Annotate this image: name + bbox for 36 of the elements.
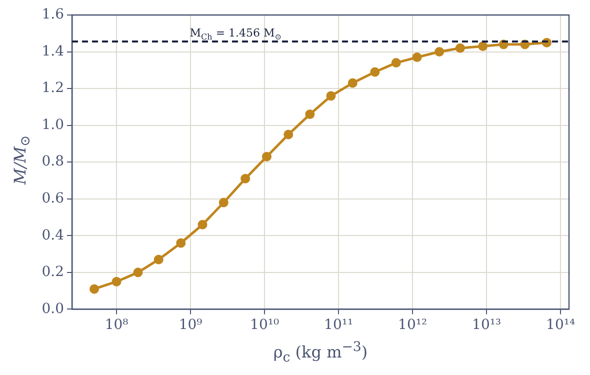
point [284, 130, 294, 140]
point [326, 91, 336, 101]
point [434, 47, 444, 57]
y-tick-label: 1.0 [42, 116, 64, 133]
x-tick-label: 10¹⁴ [546, 317, 576, 334]
point [391, 58, 401, 68]
point [262, 152, 272, 162]
point [176, 238, 186, 248]
point [478, 42, 488, 52]
point [198, 220, 208, 230]
point [305, 110, 315, 120]
point [90, 284, 100, 294]
point [218, 198, 228, 208]
x-tick-label: 10⁹ [178, 317, 203, 334]
x-axis-title: ρ$_{c}$ (kg m$^{−3}$) [272, 340, 369, 366]
y-tick-label: 0.0 [42, 300, 64, 317]
y-tick-label: 1.4 [42, 43, 64, 60]
x-tick-label: 10¹³ [472, 317, 502, 334]
x-tick-label: 10¹¹ [324, 317, 354, 334]
y-tick-label: 1.2 [42, 80, 64, 96]
y-tick-label: 0.2 [42, 264, 64, 280]
point [412, 52, 422, 62]
point [133, 268, 143, 278]
y-tick-label: 0.8 [42, 154, 64, 170]
y-tick-label: 1.6 [42, 6, 64, 23]
point [455, 43, 465, 53]
point [240, 174, 250, 184]
point [348, 78, 358, 88]
point [112, 276, 122, 286]
point [154, 254, 164, 264]
x-tick-label: 10¹² [398, 317, 428, 334]
y-tick-label: 0.4 [42, 227, 64, 244]
y-tick-label: 0.6 [42, 190, 64, 207]
x-tick-label: 10¹⁰ [250, 317, 280, 334]
point [370, 67, 380, 77]
x-tick-label: 10⁸ [104, 317, 129, 334]
